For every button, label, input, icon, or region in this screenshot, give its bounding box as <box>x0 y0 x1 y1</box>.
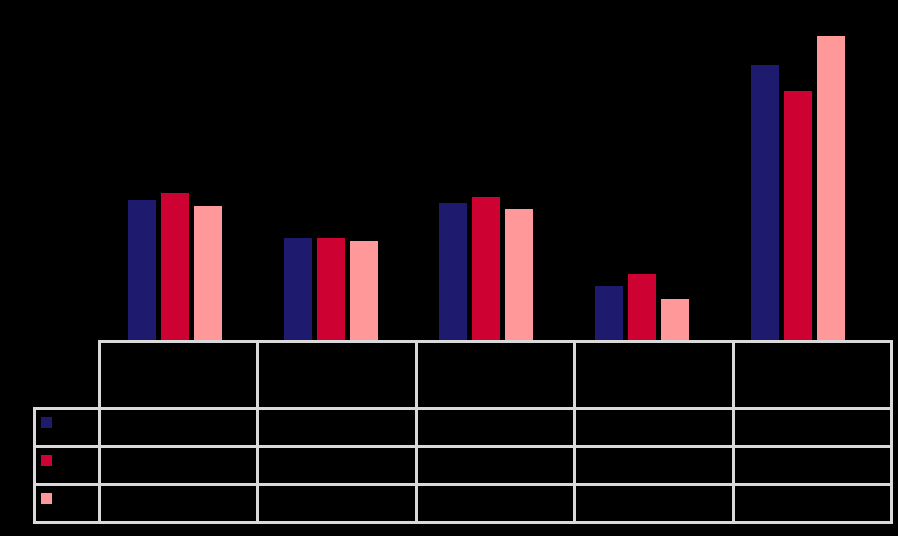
value-cell-r3-c2 <box>256 483 418 524</box>
bar-series1-cat1 <box>127 200 156 341</box>
bar-series2-cat4 <box>628 274 657 341</box>
data-table <box>33 340 894 524</box>
table-header-row <box>35 340 894 410</box>
value-cell-r2-c1 <box>97 445 260 486</box>
value-cell-r1-c1 <box>97 407 260 448</box>
header-cell-4 <box>573 340 735 410</box>
value-cell-r2-c3 <box>414 445 577 486</box>
bar-group-2 <box>253 20 409 341</box>
bar-series1-cat4 <box>595 286 624 341</box>
plot-area <box>97 20 876 341</box>
table-row-1 <box>33 407 894 448</box>
bar-group-5 <box>720 20 876 341</box>
header-cell-3 <box>414 340 577 410</box>
bar-series2-cat3 <box>472 197 501 341</box>
legend-swatch-icon <box>41 455 52 466</box>
table-row-2 <box>33 445 894 486</box>
bar-group-4 <box>564 20 720 341</box>
bar-series3-cat1 <box>193 206 222 341</box>
bar-series2-cat1 <box>160 193 189 341</box>
value-cell-r1-c3 <box>414 407 577 448</box>
header-cell-5 <box>731 340 894 410</box>
value-cell-r3-c3 <box>414 483 577 524</box>
bar-series3-cat3 <box>505 209 534 341</box>
value-cell-r3-c1 <box>97 483 260 524</box>
bar-group-3 <box>409 20 565 341</box>
value-cell-r3-c5 <box>731 483 894 524</box>
bar-series3-cat2 <box>349 241 378 341</box>
value-cell-r3-c4 <box>573 483 735 524</box>
legend-swatch-icon <box>41 493 52 504</box>
value-cell-r1-c2 <box>256 407 418 448</box>
bar-series1-cat2 <box>283 238 312 341</box>
bar-series3-cat4 <box>661 299 690 341</box>
value-cell-r2-c2 <box>256 445 418 486</box>
legend-cell-1 <box>33 407 101 448</box>
value-cell-r1-c5 <box>731 407 894 448</box>
bar-series2-cat5 <box>784 91 813 341</box>
legend-swatch-icon <box>41 417 52 428</box>
bar-series1-cat5 <box>751 65 780 341</box>
value-cell-r2-c5 <box>731 445 894 486</box>
header-cell-2 <box>256 340 418 410</box>
bar-series3-cat5 <box>817 36 846 341</box>
table-row-3 <box>33 483 894 524</box>
value-cell-r1-c4 <box>573 407 735 448</box>
bar-series1-cat3 <box>439 203 468 341</box>
table-corner <box>35 342 100 409</box>
header-cell-1 <box>97 340 260 410</box>
bar-group-1 <box>97 20 253 341</box>
legend-cell-3 <box>33 483 101 524</box>
bar-series2-cat2 <box>316 238 345 341</box>
value-cell-r2-c4 <box>573 445 735 486</box>
legend-cell-2 <box>33 445 101 486</box>
